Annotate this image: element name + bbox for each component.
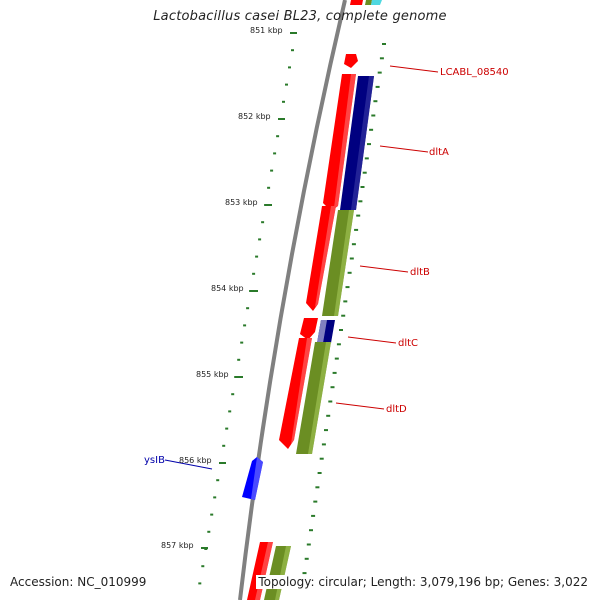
gene-top-partial: [350, 0, 382, 5]
leader-dltc: [347, 336, 397, 344]
label-lcabl-08540: LCABL_08540: [440, 67, 509, 78]
topology-text: Topology: circular; Length: 3,079,196 bp…: [256, 575, 590, 589]
label-dlta: dltA: [429, 147, 449, 158]
scale-label-851: 851 kbp: [250, 26, 283, 35]
label-dltb: dltB: [410, 267, 430, 278]
scale-labels: 851 kbp 852 kbp 853 kbp 854 kbp 855 kbp …: [161, 26, 283, 550]
accession-text: Accession: NC_010999: [9, 575, 148, 589]
label-ysib: ysIB: [144, 455, 165, 466]
cog-dltb-shade: [334, 210, 354, 316]
cog-dlta-shade: [351, 76, 374, 210]
leader-dlta: [379, 145, 429, 153]
scale-label-855: 855 kbp: [196, 370, 229, 379]
gene-labels: LCABL_08540 dltA dltB dltC dltD ysIB: [144, 67, 509, 466]
scale-label-853: 853 kbp: [225, 198, 258, 207]
gene-dltb-shade: [315, 206, 336, 307]
gene-dltd-shade: [291, 338, 312, 444]
gene-ysib-shade: [251, 457, 263, 500]
leader-dltb: [359, 265, 409, 273]
label-dltc: dltC: [398, 338, 418, 349]
scale-major-ticks: [201, 32, 297, 549]
gene-dlta-shade: [334, 74, 356, 208]
leader-dltd: [335, 402, 385, 410]
scale-label-857: 857 kbp: [161, 541, 194, 550]
cog-dltd-shade: [308, 342, 331, 454]
gene-lcabl-08540: [344, 54, 358, 68]
genome-title: Lactobacillus casei BL23, complete genom…: [153, 9, 447, 24]
scale-label-854: 854 kbp: [211, 284, 244, 293]
gene-dltc: [300, 318, 318, 340]
genome-backbone: [238, 0, 347, 600]
label-dltd: dltD: [386, 404, 407, 415]
scale-label-852: 852 kbp: [238, 112, 271, 121]
scale-label-856: 856 kbp: [179, 456, 212, 465]
label-leaders: [164, 65, 439, 470]
cog-dltc-light: [317, 320, 327, 343]
leader-lcabl-08540: [389, 65, 439, 73]
leader-ysib: [164, 459, 213, 470]
